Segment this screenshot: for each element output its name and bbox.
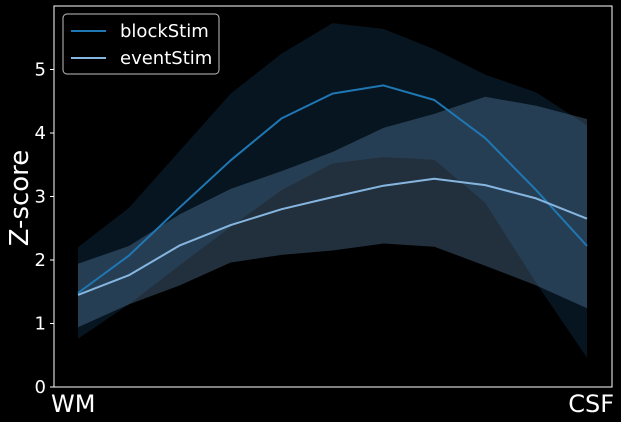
series-lines <box>77 84 588 296</box>
y-tick-label: 2 <box>35 250 46 271</box>
x-label-end: CSF <box>568 390 614 418</box>
y-tick-label: 5 <box>35 60 46 81</box>
x-axis-labels: WM CSF <box>51 390 614 418</box>
line-blockStim <box>77 84 588 294</box>
legend: blockStim eventStim <box>62 13 220 75</box>
y-tick-label: 3 <box>35 187 46 208</box>
y-tick-label: 0 <box>35 377 46 398</box>
band-blockStim <box>78 23 587 358</box>
legend-label-eventStim: eventStim <box>120 48 212 69</box>
y-axis-title: Z-score <box>5 150 35 247</box>
x-label-start: WM <box>51 390 95 418</box>
y-axis-ticks: 0 1 2 3 4 5 <box>35 60 54 398</box>
y-tick-label: 1 <box>35 314 46 335</box>
legend-label-blockStim: blockStim <box>120 21 209 42</box>
band-eventStim <box>78 96 587 328</box>
line-eventStim <box>77 177 588 296</box>
confidence-bands <box>78 23 587 358</box>
y-tick-label: 4 <box>35 123 46 144</box>
